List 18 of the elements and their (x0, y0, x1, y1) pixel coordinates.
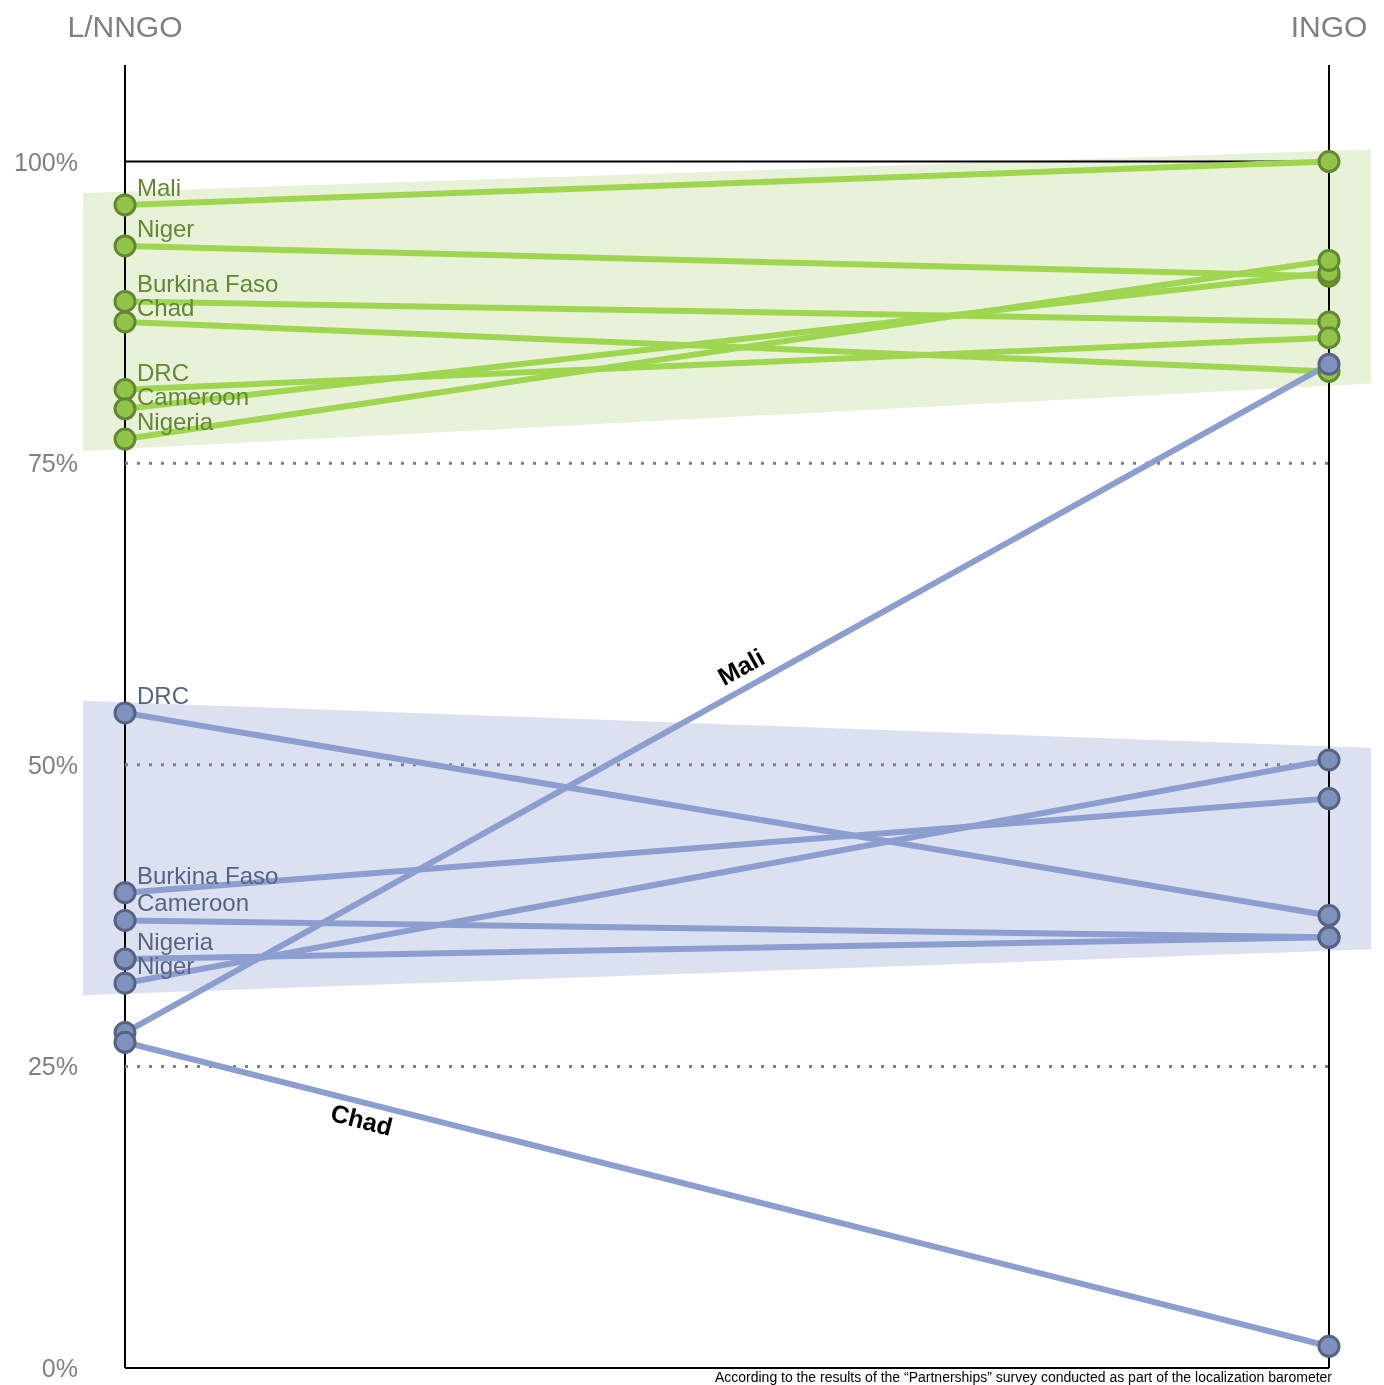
series-label: Burkina Faso (137, 270, 279, 298)
x-tick-label: L/NNGO (67, 10, 183, 43)
y-tick-label: 0% (41, 1354, 78, 1382)
series-label: Nigeria (137, 408, 214, 436)
series-label: DRC (137, 358, 189, 386)
text: Mali (712, 642, 769, 691)
y-tick-label: 75% (27, 449, 78, 478)
series-label: Mali (137, 173, 182, 201)
y-tick-label: 50% (27, 750, 78, 779)
series-label: Nigeria (137, 928, 214, 955)
text: Chad (327, 1098, 396, 1141)
series-label: Cameroon (137, 889, 250, 917)
series-label: DRC (137, 681, 189, 709)
text: According to the results of the “Partnerships” survey conducted as part of the localization barometer (714, 1369, 1333, 1385)
y-tick-label: 100% (14, 147, 78, 176)
x-tick-label: INGO (1290, 10, 1368, 43)
series-label: Niger (137, 214, 195, 242)
y-tick-label: 25% (27, 1052, 78, 1081)
